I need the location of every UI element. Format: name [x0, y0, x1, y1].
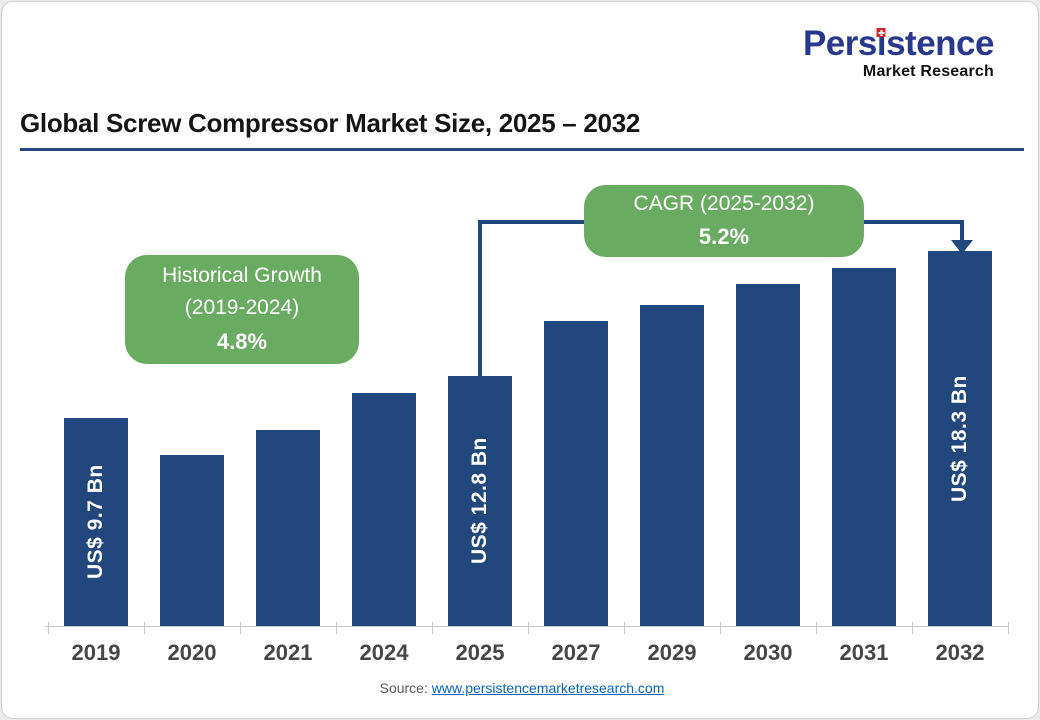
bar-2027	[544, 321, 608, 626]
bar-2019: US$ 9.7 Bn	[64, 418, 128, 626]
historical-growth-value: 4.8%	[216, 329, 268, 354]
bar-2030	[736, 284, 800, 626]
x-axis-label-2029: 2029	[647, 640, 697, 665]
logo-tagline: Market Research	[862, 63, 994, 80]
x-axis-tick	[528, 622, 529, 634]
source-link[interactable]: www.persistencemarketresearch.com	[431, 680, 665, 696]
x-axis-label-2021: 2021	[263, 640, 313, 665]
x-axis-label-2031: 2031	[839, 640, 889, 665]
connector-line-vertical-left	[478, 220, 482, 378]
connector-line-vertical-right	[960, 220, 964, 242]
x-axis-tick	[240, 622, 241, 634]
historical-growth-label: Historical Growth	[162, 263, 322, 287]
logo-text-pre: Pers	[802, 24, 877, 63]
cagr-value: 5.2%	[698, 224, 750, 250]
bar-2024	[352, 393, 416, 626]
x-axis-label-2025: 2025	[455, 640, 505, 665]
logo-text-post: stence	[886, 24, 994, 63]
bar-2021	[256, 430, 320, 626]
x-axis-tick	[336, 622, 337, 634]
x-axis-tick	[48, 622, 49, 634]
x-axis-label-2019: 2019	[71, 640, 121, 665]
connector-line-horizontal-left	[478, 220, 586, 224]
bar-value-label-2019: US$ 9.7 Bn	[84, 464, 107, 580]
x-axis-tick	[144, 622, 145, 634]
x-axis-label-2032: 2032	[935, 640, 985, 665]
bar-2032: US$ 18.3 Bn	[928, 251, 992, 626]
x-axis-label-2020: 2020	[167, 640, 217, 665]
bar-2025: US$ 12.8 Bn	[448, 376, 512, 626]
x-axis-line	[45, 626, 1009, 627]
x-axis-tick	[912, 622, 913, 634]
source-prefix: Source:	[379, 680, 428, 696]
logo-letter-i: i	[876, 24, 887, 63]
x-axis-tick	[816, 622, 817, 634]
arrow-down-icon	[951, 240, 973, 254]
x-axis-label-2024: 2024	[359, 640, 409, 665]
x-axis-tick	[624, 622, 625, 634]
source-line: Source: www.persistencemarketresearch.co…	[2, 680, 1038, 696]
connector-line-horizontal-right	[862, 220, 962, 224]
bar-2031	[832, 268, 896, 626]
bar-value-label-2032: US$ 18.3 Bn	[948, 375, 971, 502]
logo-wordmark: Persi stence	[802, 24, 995, 63]
historical-growth-period: (2019-2024)	[184, 296, 300, 320]
x-axis-tick	[432, 622, 433, 634]
logo-i-char: i	[876, 24, 887, 63]
bar-2029	[640, 305, 704, 626]
company-logo: Persi stence Market Research	[802, 24, 995, 80]
cagr-label: CAGR (2025-2032)	[633, 191, 815, 215]
x-axis-label-2030: 2030	[743, 640, 793, 665]
bar-value-label-2025: US$ 12.8 Bn	[468, 437, 491, 565]
bar-2020	[160, 455, 224, 626]
title-underline: Global Screw Compressor Market Size, 202…	[20, 108, 1024, 151]
page-title: Global Screw Compressor Market Size, 202…	[20, 108, 641, 138]
x-axis-label-2027: 2027	[551, 640, 601, 665]
cagr-callout: CAGR (2025-2032) 5.2%	[584, 185, 864, 257]
logo-red-cross-icon	[876, 28, 886, 37]
x-axis-tick	[720, 622, 721, 634]
x-axis-tick	[1008, 622, 1009, 634]
historical-growth-callout: Historical Growth (2019-2024) 4.8%	[125, 255, 359, 364]
